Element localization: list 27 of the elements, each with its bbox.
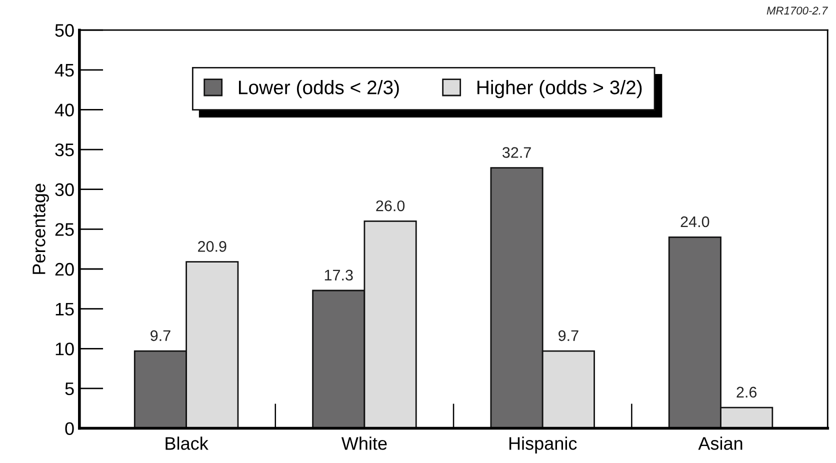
y-tick-label: 25 [55,223,74,236]
y-tick-label: 5 [65,382,74,396]
data-label: 32.7 [502,147,531,158]
data-label: 9.7 [150,330,170,342]
x-tick-label: Asian [698,436,742,450]
text: MR1700-2.7 [766,6,828,15]
data-label: 24.0 [680,216,710,228]
legend-label: Lower (odds < 2/3) [238,80,399,98]
y-tick-label: 35 [55,143,74,156]
y-tick-label: 10 [56,342,74,356]
y-tick-label: 45 [54,64,74,77]
x-tick-label: Hispanic [509,436,577,454]
y-tick-label: 0 [65,422,74,435]
y-tick-label: 50 [55,24,74,37]
data-label: 26.0 [376,200,405,212]
y-tick-label: 30 [55,183,74,196]
y-tick-label: 15 [56,302,74,316]
y-axis-title: Percentage [32,184,49,274]
legend-label: Higher (odds > 3/2) [477,80,642,98]
data-label: 20.9 [198,241,226,252]
y-tick-label: 20 [55,262,74,276]
y-tick-label: 40 [54,104,74,116]
data-label: 9.7 [558,330,578,342]
data-label: 2.6 [736,386,757,398]
x-tick-label: White [341,436,387,450]
x-tick-label: Black [166,436,208,450]
data-label: 17.3 [324,270,353,281]
